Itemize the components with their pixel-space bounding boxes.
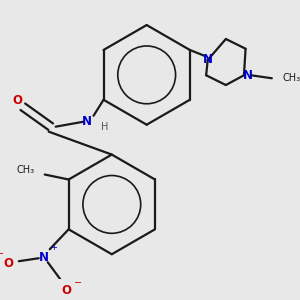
Text: N: N <box>203 53 213 66</box>
Text: −: − <box>74 278 82 288</box>
Text: CH₃: CH₃ <box>16 164 35 175</box>
Text: −: − <box>0 249 4 259</box>
Text: O: O <box>62 284 72 297</box>
Text: H: H <box>101 122 108 132</box>
Text: O: O <box>4 257 14 270</box>
Text: +: + <box>50 243 57 252</box>
Text: N: N <box>82 115 92 128</box>
Text: O: O <box>13 94 23 107</box>
Text: N: N <box>39 251 49 264</box>
Text: N: N <box>243 69 253 82</box>
Text: CH₃: CH₃ <box>283 73 300 83</box>
